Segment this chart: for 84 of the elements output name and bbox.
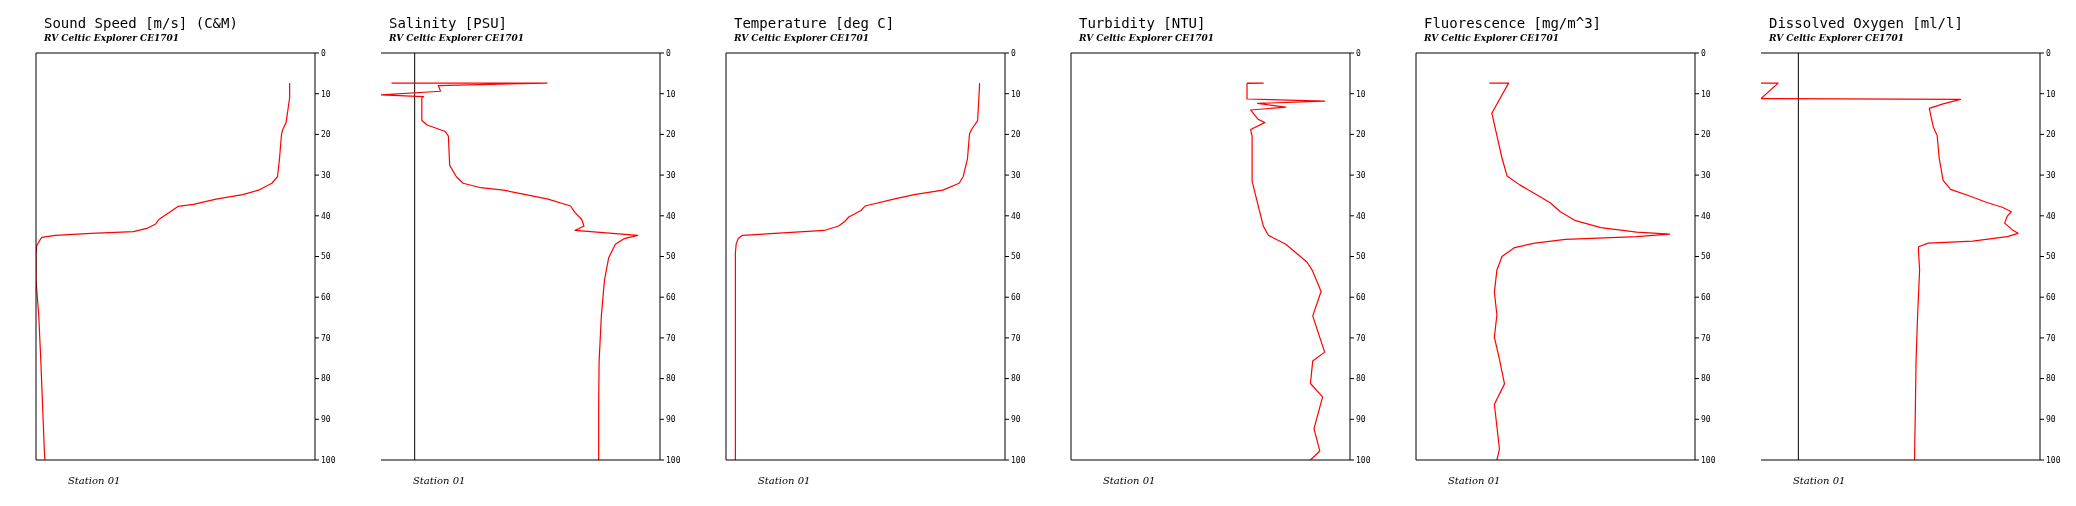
y-tick-label: 0 — [321, 48, 326, 58]
y-tick-label: 50 — [2046, 252, 2056, 262]
y-tick-label: 80 — [2046, 374, 2056, 384]
y-tick-label: 60 — [666, 293, 676, 303]
chart-title: Turbidity [NTU] — [1079, 14, 1207, 32]
y-tick-label: 50 — [1356, 252, 1366, 262]
y-tick-label: 100 — [1701, 455, 1716, 465]
y-tick-label: 20 — [1356, 130, 1366, 140]
chart-title: Sound Speed [m/s] (C&M) — [44, 14, 239, 32]
y-tick-label: 90 — [1356, 415, 1366, 425]
text: Station 01 — [758, 474, 812, 488]
y-tick-label: 90 — [1011, 415, 1021, 425]
y-tick-label: 20 — [666, 130, 676, 140]
y-tick-label: 10 — [1701, 89, 1711, 99]
chart-title: Temperature [deg C] — [734, 14, 896, 32]
y-tick-label: 70 — [1011, 333, 1021, 343]
y-tick-label: 30 — [1701, 170, 1711, 180]
y-tick-label: 0 — [666, 48, 671, 58]
y-tick-label: 40 — [1701, 211, 1711, 221]
y-tick-label: 10 — [666, 89, 676, 99]
y-tick-label: 30 — [1356, 170, 1366, 180]
y-tick-label: 20 — [2046, 130, 2056, 140]
y-tick-label: 50 — [666, 252, 676, 262]
y-tick-label: 40 — [2046, 211, 2056, 221]
y-tick-label: 80 — [1011, 374, 1021, 384]
y-tick-label: 20 — [1701, 130, 1711, 140]
text: Station 01 — [413, 474, 467, 488]
chart-subtitle: RV Celtic Explorer CE1701 — [1079, 32, 1216, 44]
y-tick-label: 60 — [1356, 293, 1366, 303]
y-tick-label: 70 — [2046, 333, 2056, 343]
y-tick-label: 10 — [321, 89, 331, 99]
y-tick-label: 80 — [666, 374, 676, 384]
y-tick-label: 30 — [666, 170, 676, 180]
y-tick-label: 50 — [1701, 252, 1711, 262]
y-tick-label: 90 — [2046, 415, 2056, 425]
y-tick-label: 0 — [1356, 48, 1361, 58]
y-tick-label: 40 — [1356, 211, 1366, 221]
text: Station 01 — [1103, 474, 1157, 488]
y-tick-label: 100 — [321, 455, 336, 465]
chart-subtitle: RV Celtic Explorer CE1701 — [44, 32, 181, 44]
y-tick-label: 100 — [1356, 455, 1371, 465]
text: Station 01 — [68, 474, 122, 488]
y-tick-label: 80 — [1701, 374, 1711, 384]
y-tick-label: 80 — [1356, 374, 1366, 384]
y-tick-label: 10 — [2046, 89, 2056, 99]
y-tick-label: 90 — [1701, 415, 1711, 425]
y-tick-label: 40 — [1011, 211, 1021, 221]
y-tick-label: 50 — [321, 252, 331, 262]
chart-title: Salinity [PSU] — [389, 14, 508, 32]
y-tick-label: 20 — [1011, 130, 1021, 140]
y-tick-label: 30 — [2046, 170, 2056, 180]
chart-subtitle: RV Celtic Explorer CE1701 — [1424, 32, 1561, 44]
chart-title: Dissolved Oxygen [ml/l] — [1769, 14, 1964, 32]
chart-subtitle: RV Celtic Explorer CE1701 — [1769, 32, 1906, 44]
y-tick-label: 20 — [321, 130, 331, 140]
y-tick-label: 100 — [666, 455, 681, 465]
y-tick-label: 70 — [321, 333, 331, 343]
y-tick-label: 70 — [666, 333, 676, 343]
y-tick-label: 70 — [1701, 333, 1711, 343]
y-tick-label: 0 — [2046, 48, 2051, 58]
y-tick-label: 90 — [666, 415, 676, 425]
y-tick-label: 0 — [1701, 48, 1706, 58]
y-tick-label: 40 — [321, 211, 331, 221]
y-tick-label: 100 — [2046, 455, 2061, 465]
y-tick-label: 30 — [1011, 170, 1021, 180]
chart-title: Fluorescence [mg/m^3] — [1424, 14, 1602, 32]
text: Station 01 — [1448, 474, 1502, 488]
y-tick-label: 100 — [1011, 455, 1026, 465]
y-tick-label: 70 — [1356, 333, 1366, 343]
y-tick-label: 90 — [321, 415, 331, 425]
text: Station 01 — [1793, 474, 1847, 488]
y-tick-label: 60 — [321, 293, 331, 303]
y-tick-label: 40 — [666, 211, 676, 221]
y-tick-label: 60 — [2046, 293, 2056, 303]
y-tick-label: 0 — [1011, 48, 1016, 58]
chart-subtitle: RV Celtic Explorer CE1701 — [734, 32, 871, 44]
y-tick-label: 30 — [321, 170, 331, 180]
y-tick-label: 50 — [1011, 252, 1021, 262]
y-tick-label: 60 — [1011, 293, 1021, 303]
y-tick-label: 10 — [1356, 89, 1366, 99]
y-tick-label: 80 — [321, 374, 331, 384]
y-tick-label: 10 — [1011, 89, 1021, 99]
y-tick-label: 60 — [1701, 293, 1711, 303]
chart-subtitle: RV Celtic Explorer CE1701 — [389, 32, 526, 44]
